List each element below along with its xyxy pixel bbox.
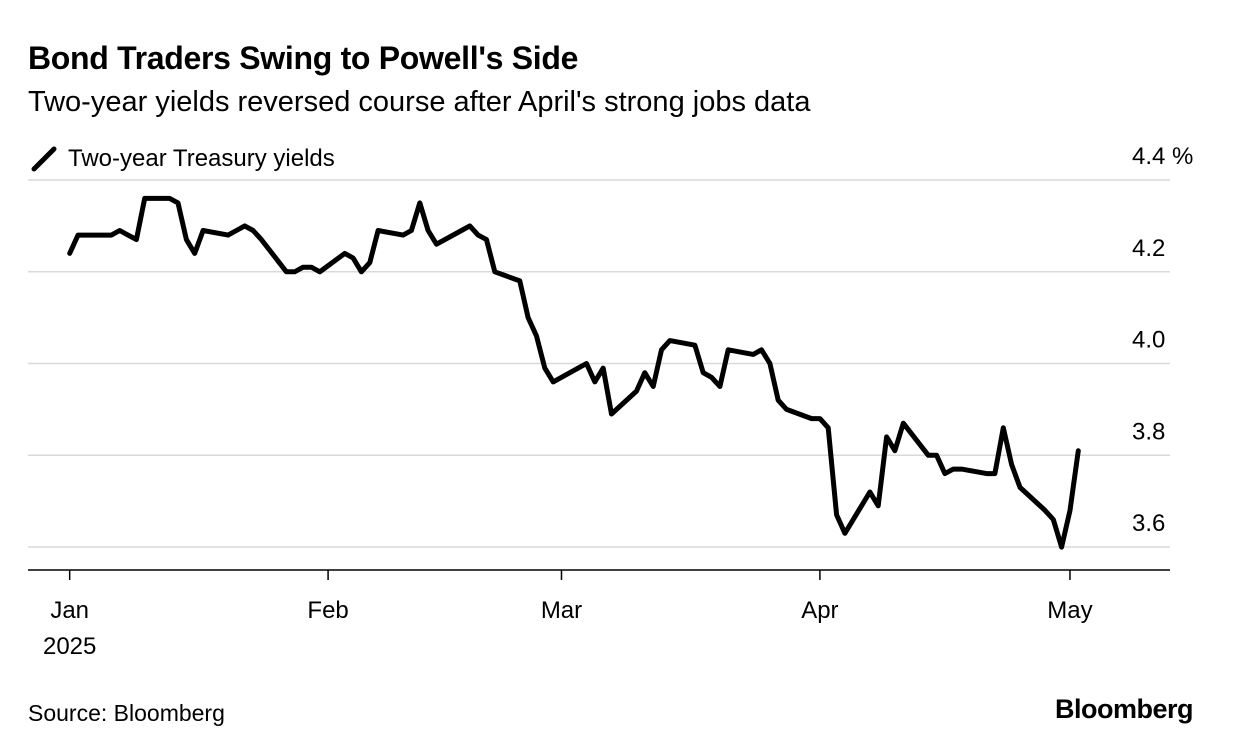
y-tick-label: 4.4 % xyxy=(1132,143,1193,170)
x-axis: Jan 2025 Feb Mar Apr May xyxy=(43,570,1093,660)
chart-title: Bond Traders Swing to Powell's Side xyxy=(28,40,579,76)
source-note: Source: Bloomberg xyxy=(28,700,225,726)
legend-line-icon xyxy=(31,146,57,172)
y-tick-label: 3.8 xyxy=(1132,418,1165,445)
x-tick-label: Feb xyxy=(307,597,348,624)
x-tick-sublabel: 2025 xyxy=(43,633,96,660)
series-layer xyxy=(67,195,1081,550)
y-tick-label: 3.6 xyxy=(1132,510,1165,537)
y-axis-labels: 4.4 % 4.2 4.0 3.8 3.6 xyxy=(1132,143,1193,537)
chart-subtitle: Two-year yields reversed course after Ap… xyxy=(28,86,811,118)
x-tick-label: Mar xyxy=(541,597,582,624)
legend: Two-year Treasury yields xyxy=(30,145,335,173)
x-tick-label: Apr xyxy=(801,597,838,624)
bloomberg-logo: Bloomberg xyxy=(1054,694,1194,724)
legend-label: Two-year Treasury yields xyxy=(68,145,335,172)
y-tick-label: 4.2 xyxy=(1132,235,1165,262)
x-tick-label: May xyxy=(1047,597,1092,624)
gridlines xyxy=(28,179,1170,548)
x-tick-label: Jan xyxy=(50,597,89,624)
y-tick-label: 4.0 xyxy=(1132,327,1165,354)
series-line xyxy=(67,195,1081,550)
